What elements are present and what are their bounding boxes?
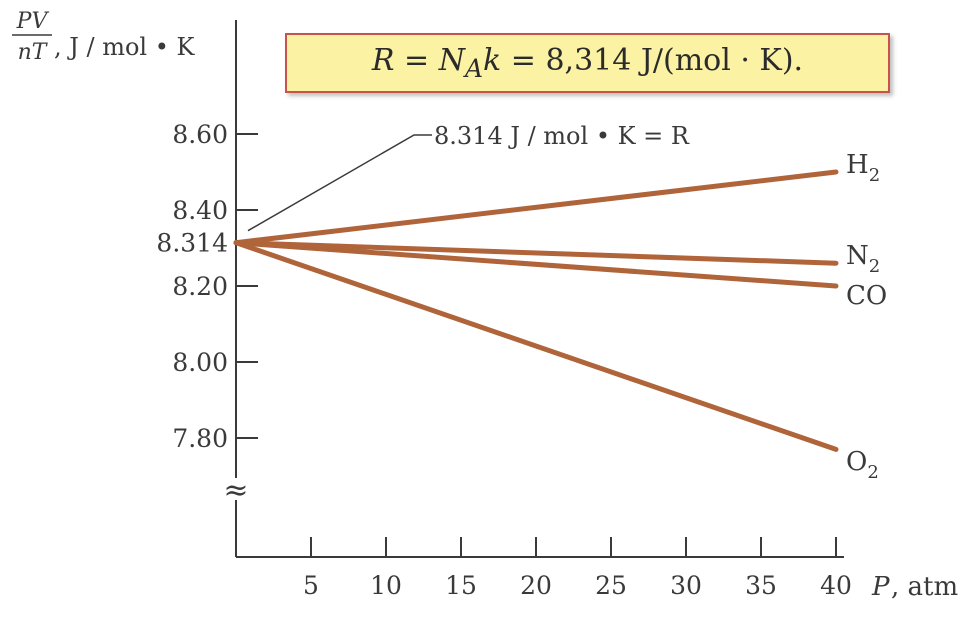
formula-n: N	[438, 43, 465, 78]
formula-text: R = NAk = 8,314 J/(mol · K).	[372, 43, 803, 83]
formula-k: k	[483, 43, 502, 78]
axes: ≈	[220, 20, 844, 558]
series-line-n2	[233, 240, 839, 266]
x-tick-label: 15	[445, 571, 477, 600]
series-label-o2: O2	[846, 447, 879, 483]
series-label-n2: N2	[846, 241, 880, 277]
x-tick-label: 40	[820, 571, 852, 600]
formula-box: R = NAk = 8,314 J/(mol · K).	[285, 33, 890, 93]
x-tick-label: 10	[370, 571, 402, 600]
x-axis-label: P , atm	[871, 572, 958, 602]
y-label-numerator: PV	[16, 9, 50, 34]
formula-eq2: = 8,314 J/(mol · K).	[501, 43, 804, 78]
series-line-o2	[233, 240, 839, 452]
y-tick-label: 8.40	[172, 196, 228, 225]
series-group: H2 N2 CO O2	[233, 150, 887, 483]
x-tick-label: 30	[670, 571, 702, 600]
axis-break-symbol: ≈	[223, 473, 248, 508]
y-axis-label: PV nT , J / mol • K	[12, 9, 196, 65]
formula-r: R	[371, 43, 395, 78]
y-tick-label: 8.60	[172, 120, 228, 149]
y-tick-label: 8.20	[172, 272, 228, 301]
y-label-denominator: nT	[18, 40, 49, 65]
y-label-unit: , J / mol • K	[54, 33, 196, 61]
x-tick-label: 5	[303, 571, 319, 600]
y-tick-label: 8.00	[172, 348, 228, 377]
x-tick-label: 25	[595, 571, 627, 600]
formula-a-sub: A	[464, 54, 484, 83]
series-line-co	[233, 240, 839, 289]
formula-eq1: =	[394, 43, 439, 78]
series-line-h2	[233, 169, 839, 246]
series-label-co: CO	[846, 281, 887, 311]
x-tick-label: 20	[520, 571, 552, 600]
annotation-group: 8.314 J / mol • K = R	[247, 122, 690, 232]
ticks: 8.60 8.40 8.314 8.20 8.00 7.80 5 10 15 20 25 30 35 40	[156, 120, 851, 600]
series-label-h2: H2	[846, 150, 880, 186]
x-label-var: P	[871, 572, 890, 602]
y-tick-label: 8.314	[156, 229, 228, 258]
y-tick-label: 7.80	[172, 424, 228, 453]
annotation-leader	[247, 134, 432, 232]
annotation-text: 8.314 J / mol • K = R	[434, 122, 690, 150]
axis-break-gap	[220, 478, 252, 500]
x-label-unit: , atm	[891, 572, 958, 602]
x-tick-label: 35	[745, 571, 777, 600]
